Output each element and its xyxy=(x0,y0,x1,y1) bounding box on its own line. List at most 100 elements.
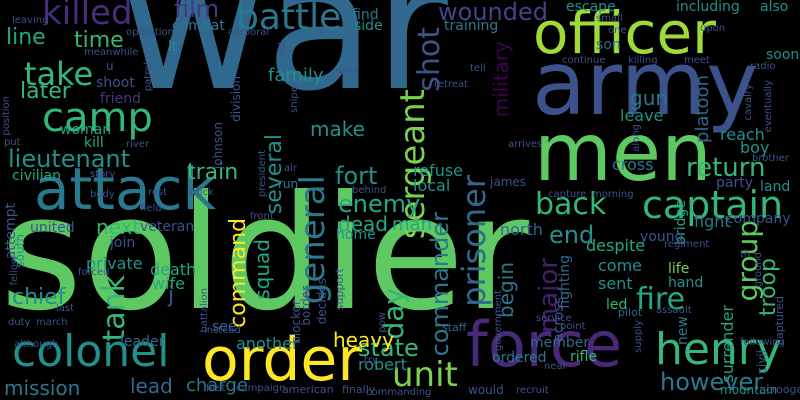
cloud-word-campaign: campaign xyxy=(236,383,286,394)
cloud-word-last: last xyxy=(56,303,75,314)
cloud-word-force: force xyxy=(466,308,623,381)
cloud-word-behind: behind xyxy=(352,185,387,196)
cloud-word-unit: unit xyxy=(392,355,458,395)
cloud-word-story: story xyxy=(90,169,116,180)
cloud-word-train: train xyxy=(187,160,239,185)
cloud-word-son: son xyxy=(596,37,621,53)
cloud-word-gun: gun xyxy=(630,86,669,110)
cloud-word-private: private xyxy=(86,254,143,273)
cloud-word-j: j xyxy=(168,283,175,308)
cloud-word-despite: despite xyxy=(586,236,646,255)
cloud-word-th: th xyxy=(740,249,751,260)
cloud-word-radio: radio xyxy=(750,61,776,72)
cloud-word-government: government xyxy=(493,290,504,351)
cloud-word-make: make xyxy=(310,117,365,141)
cloud-word-continue: continue xyxy=(562,55,606,66)
cloud-word-combat: combat xyxy=(172,18,225,34)
cloud-word-march: march xyxy=(36,317,68,328)
cloud-word-order: order xyxy=(202,325,362,395)
cloud-word-run: run xyxy=(278,177,299,191)
cloud-word-killing: killing xyxy=(628,55,658,66)
cloud-word-boy: boy xyxy=(740,138,770,157)
cloud-word-surrender: surrender xyxy=(718,305,737,383)
cloud-word-tell: tell xyxy=(470,63,486,74)
cloud-word-refuse: refuse xyxy=(413,161,464,180)
cloud-word-u: u xyxy=(106,59,114,73)
cloud-word-mountain: mountain xyxy=(720,383,778,397)
cloud-word-civilian: civilian xyxy=(12,168,61,184)
cloud-word-assault: assault xyxy=(656,305,692,316)
cloud-word-capture: capture xyxy=(548,189,587,200)
cloud-word-friend: friend xyxy=(100,91,141,107)
cloud-word-heavy: heavy xyxy=(333,328,394,352)
cloud-word-sent: sent xyxy=(598,274,633,293)
cloud-word-corporal: corporal xyxy=(228,27,270,38)
cloud-word-kill: kill xyxy=(84,135,104,151)
cloud-word-enemy: enemy xyxy=(338,190,421,218)
cloud-word-state: state xyxy=(358,334,419,362)
cloud-word-soon: soon xyxy=(766,47,800,63)
cloud-word-find: find xyxy=(352,7,379,23)
cloud-word-see: see xyxy=(212,319,237,335)
cloud-word-member: member xyxy=(530,335,590,351)
cloud-word-would: would xyxy=(468,383,504,397)
cloud-word-line: line xyxy=(6,25,46,50)
cloud-word-join: join xyxy=(110,235,136,251)
cloud-word-front: front xyxy=(250,211,274,222)
cloud-word-fight: fight xyxy=(694,212,731,231)
cloud-word-american: american xyxy=(282,383,334,396)
cloud-word-life: life xyxy=(668,261,690,277)
cloud-word-blocker: blocker xyxy=(289,300,303,344)
cloud-word-leader: leader xyxy=(120,334,165,350)
cloud-word-reach: reach xyxy=(720,125,765,144)
cloud-word-escape: escape xyxy=(566,0,616,15)
cloud-word-film: film xyxy=(174,0,220,23)
cloud-word-commanding: commanding xyxy=(366,387,432,398)
cloud-word-fellow: fellow xyxy=(9,256,20,286)
cloud-word-back: back xyxy=(535,187,607,222)
cloud-word-point: point xyxy=(560,321,586,332)
cloud-word-leave: leave xyxy=(620,106,664,125)
cloud-word-fire: fire xyxy=(636,282,686,317)
cloud-word-woman: woman xyxy=(60,122,112,138)
cloud-word-end: end xyxy=(549,221,595,249)
cloud-word-upon: upon xyxy=(700,23,726,34)
cloud-word-men: men xyxy=(534,106,712,199)
cloud-word-army: army xyxy=(532,32,759,135)
cloud-word-family: family xyxy=(268,65,324,86)
cloud-word-side: side xyxy=(354,18,383,34)
cloud-word-captain: captain xyxy=(642,183,784,227)
cloud-word-position: position xyxy=(1,96,12,136)
cloud-word-henry: henry xyxy=(655,324,782,375)
cloud-word-service: service xyxy=(536,313,572,324)
cloud-word-patrol: patrol xyxy=(143,62,154,92)
cloud-word-field: field xyxy=(140,203,162,214)
cloud-word-tank: tank xyxy=(97,275,132,342)
cloud-word-also: also xyxy=(760,0,789,15)
cloud-word-meet: meet xyxy=(684,55,710,66)
cloud-word-instead: instead xyxy=(204,325,241,336)
cloud-word-attack: attack xyxy=(34,155,217,223)
cloud-word-camp: camp xyxy=(42,95,153,141)
cloud-word-including: including xyxy=(676,0,740,15)
cloud-word-supply: supply xyxy=(633,320,644,353)
cloud-word-later: later xyxy=(20,79,71,104)
cloud-word-col: col xyxy=(277,42,288,57)
cloud-word-platoon: platoon xyxy=(692,75,713,143)
cloud-word-battle: battle xyxy=(236,0,342,38)
cloud-word-death: death xyxy=(150,260,197,279)
cloud-word-ordered: ordered xyxy=(492,350,547,366)
cloud-word-try: try xyxy=(364,355,378,366)
cloud-word-pilot: pilot xyxy=(618,306,643,319)
cloud-word-young: young xyxy=(640,229,684,245)
cloud-word-eventually: eventually xyxy=(763,80,774,133)
cloud-word-small: small xyxy=(596,13,623,24)
cloud-word-man: man xyxy=(392,214,432,235)
cloud-word-shoot: shoot xyxy=(96,75,135,91)
cloud-word-fort: fort xyxy=(335,162,378,190)
cloud-word-scrooge: scrooge xyxy=(760,383,800,396)
cloud-word-lead: lead xyxy=(130,374,173,398)
cloud-word-company: company xyxy=(726,211,791,227)
cloud-word-charge: charge xyxy=(186,375,248,396)
